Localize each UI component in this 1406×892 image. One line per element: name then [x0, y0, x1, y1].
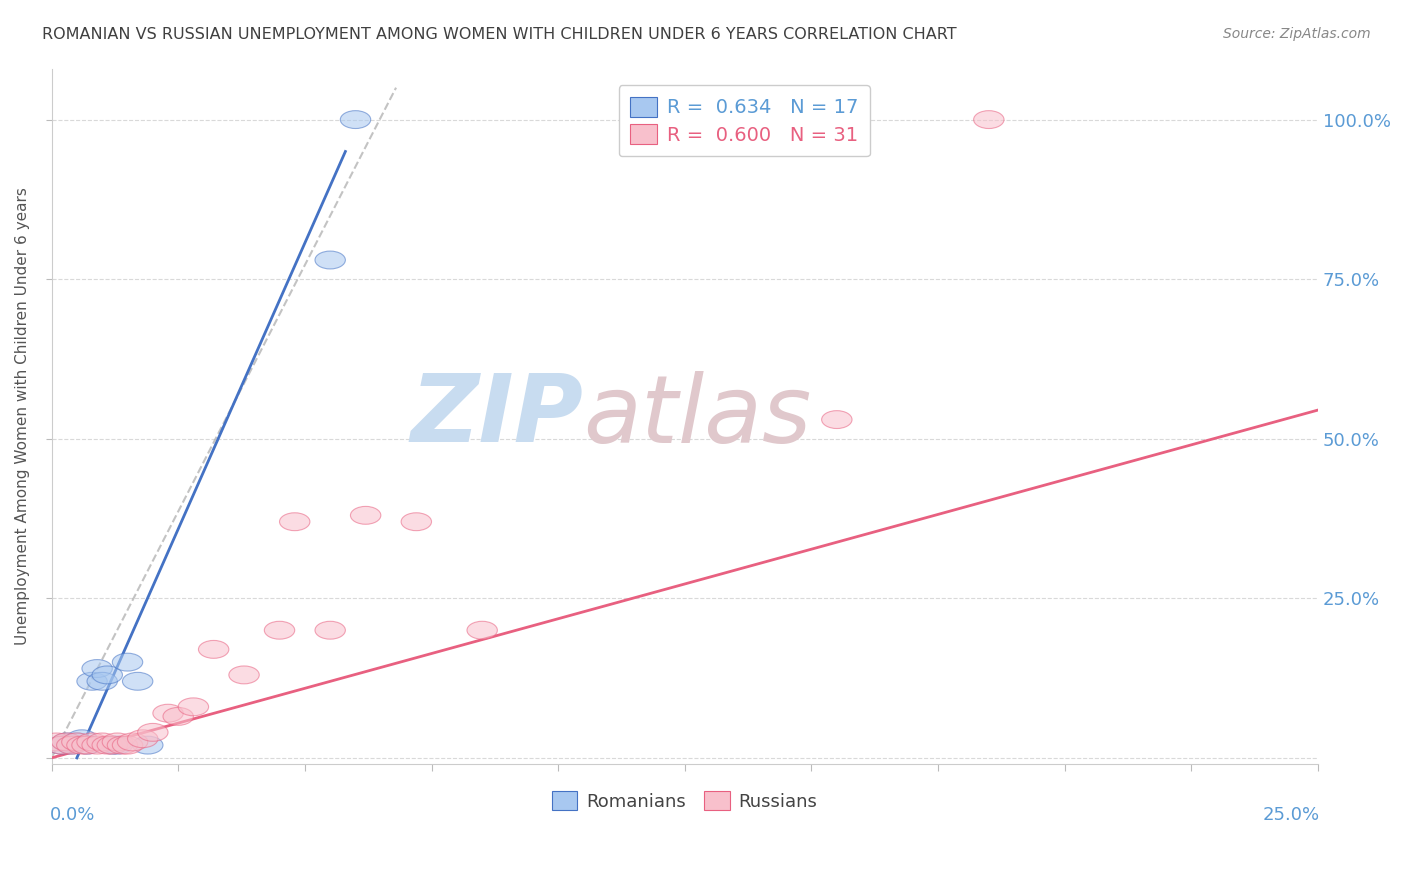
Ellipse shape [117, 733, 148, 751]
Ellipse shape [122, 673, 153, 690]
Ellipse shape [97, 736, 128, 754]
Ellipse shape [72, 736, 103, 754]
Text: ZIP: ZIP [411, 370, 583, 462]
Ellipse shape [91, 736, 122, 754]
Ellipse shape [52, 733, 82, 751]
Ellipse shape [77, 673, 107, 690]
Ellipse shape [112, 653, 143, 671]
Ellipse shape [179, 698, 208, 715]
Ellipse shape [77, 733, 107, 751]
Ellipse shape [112, 736, 143, 754]
Ellipse shape [103, 736, 132, 754]
Ellipse shape [62, 733, 91, 751]
Text: ROMANIAN VS RUSSIAN UNEMPLOYMENT AMONG WOMEN WITH CHILDREN UNDER 6 YEARS CORRELA: ROMANIAN VS RUSSIAN UNEMPLOYMENT AMONG W… [42, 27, 957, 42]
Ellipse shape [821, 410, 852, 428]
Ellipse shape [56, 736, 87, 754]
Ellipse shape [401, 513, 432, 531]
Ellipse shape [163, 707, 194, 725]
Ellipse shape [52, 733, 82, 751]
Ellipse shape [198, 640, 229, 658]
Ellipse shape [153, 705, 183, 723]
Text: Source: ZipAtlas.com: Source: ZipAtlas.com [1223, 27, 1371, 41]
Ellipse shape [315, 251, 346, 269]
Ellipse shape [41, 733, 72, 751]
Y-axis label: Unemployment Among Women with Children Under 6 years: Unemployment Among Women with Children U… [15, 187, 30, 645]
Ellipse shape [103, 733, 132, 751]
Ellipse shape [280, 513, 309, 531]
Ellipse shape [138, 723, 169, 741]
Ellipse shape [62, 733, 91, 751]
Ellipse shape [82, 736, 112, 754]
Ellipse shape [97, 736, 128, 754]
Ellipse shape [973, 111, 1004, 128]
Legend: Romanians, Russians: Romanians, Russians [546, 784, 825, 818]
Ellipse shape [46, 736, 77, 754]
Ellipse shape [264, 622, 295, 640]
Ellipse shape [66, 736, 97, 754]
Ellipse shape [72, 736, 103, 754]
Ellipse shape [229, 666, 259, 684]
Ellipse shape [350, 507, 381, 524]
Ellipse shape [87, 673, 117, 690]
Ellipse shape [87, 733, 117, 751]
Text: atlas: atlas [583, 371, 811, 462]
Ellipse shape [128, 730, 157, 747]
Ellipse shape [82, 659, 112, 677]
Text: 0.0%: 0.0% [51, 806, 96, 824]
Ellipse shape [340, 111, 371, 128]
Ellipse shape [46, 736, 77, 754]
Ellipse shape [91, 666, 122, 684]
Ellipse shape [467, 622, 498, 640]
Ellipse shape [66, 730, 97, 747]
Ellipse shape [107, 736, 138, 754]
Ellipse shape [132, 736, 163, 754]
Text: 25.0%: 25.0% [1263, 806, 1319, 824]
Ellipse shape [315, 622, 346, 640]
Ellipse shape [56, 736, 87, 754]
